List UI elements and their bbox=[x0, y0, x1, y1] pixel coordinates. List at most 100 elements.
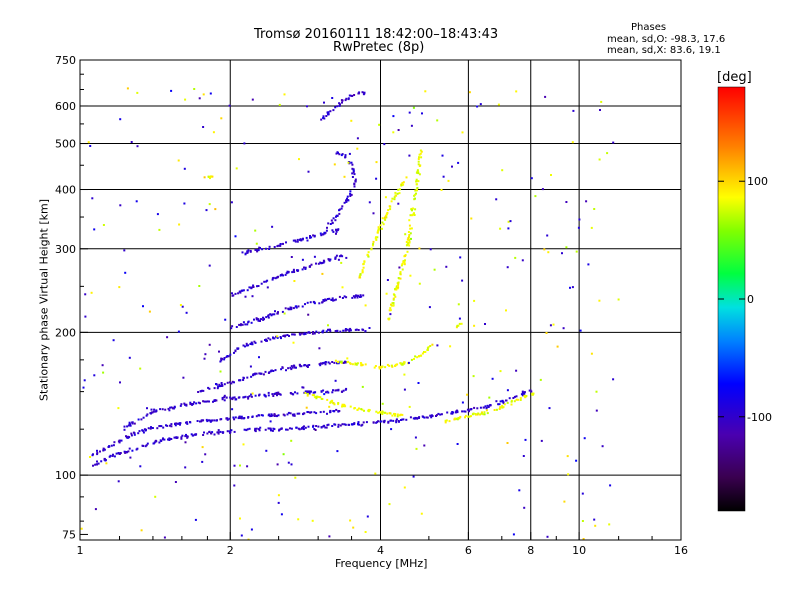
echo-point bbox=[325, 391, 327, 394]
echo-point bbox=[459, 256, 462, 259]
echo-point bbox=[230, 201, 233, 204]
echo-point bbox=[216, 387, 219, 390]
echo-point bbox=[179, 304, 182, 306]
echo-point bbox=[149, 427, 152, 430]
echo-point bbox=[292, 364, 295, 367]
echo-point bbox=[128, 423, 131, 425]
echo-point bbox=[457, 303, 460, 306]
echo-point bbox=[474, 413, 477, 415]
echo-point bbox=[166, 336, 169, 339]
echo-point bbox=[331, 229, 334, 232]
echo-point bbox=[418, 416, 421, 419]
echo-point bbox=[349, 328, 352, 331]
echo-point bbox=[515, 369, 518, 372]
echo-point bbox=[367, 255, 370, 258]
echo-point bbox=[169, 406, 172, 409]
echo-point bbox=[501, 169, 504, 172]
echo-point bbox=[209, 419, 212, 422]
echo-point bbox=[308, 265, 311, 268]
echo-point bbox=[338, 102, 341, 105]
echo-point bbox=[96, 460, 98, 463]
echo-point bbox=[273, 337, 276, 340]
echo-point bbox=[391, 302, 394, 305]
echo-point bbox=[400, 419, 402, 421]
echo-point bbox=[587, 263, 590, 266]
echo-point bbox=[575, 459, 578, 462]
echo-point bbox=[412, 213, 415, 216]
echo-point bbox=[124, 451, 127, 454]
echo-point bbox=[361, 91, 364, 94]
echo-point bbox=[277, 391, 280, 394]
echo-point bbox=[335, 232, 337, 235]
echo-point bbox=[274, 369, 277, 372]
echo-point bbox=[371, 244, 374, 247]
echo-point bbox=[464, 416, 466, 419]
echo-point bbox=[411, 209, 413, 212]
echo-point bbox=[384, 215, 387, 217]
echo-point bbox=[189, 401, 192, 404]
echo-point bbox=[385, 216, 388, 219]
echo-point bbox=[103, 448, 106, 451]
echo-point bbox=[360, 408, 363, 411]
echo-point bbox=[230, 327, 233, 330]
echo-point bbox=[302, 426, 305, 429]
echo-point bbox=[254, 430, 257, 433]
echo-point bbox=[531, 393, 534, 396]
echo-point bbox=[341, 423, 344, 426]
legend-o-stats: mean, sd,O: -98.3, 17.6 bbox=[607, 34, 726, 45]
echo-point bbox=[566, 455, 569, 458]
echo-point bbox=[223, 383, 226, 386]
echo-point bbox=[361, 385, 364, 388]
echo-point bbox=[261, 414, 264, 417]
echo-point bbox=[489, 404, 492, 406]
echo-point bbox=[250, 395, 253, 398]
echo-point bbox=[231, 380, 234, 383]
echo-point bbox=[375, 236, 378, 239]
echo-point bbox=[484, 405, 487, 408]
echo-point bbox=[252, 286, 255, 288]
echo-point bbox=[256, 250, 259, 253]
echo-point bbox=[510, 400, 513, 403]
echo-point bbox=[308, 390, 311, 393]
echo-point bbox=[225, 417, 228, 420]
echo-point bbox=[612, 141, 615, 144]
echo-point bbox=[352, 170, 355, 173]
echo-point bbox=[174, 424, 177, 427]
echo-point bbox=[390, 428, 393, 431]
echo-point bbox=[138, 430, 141, 433]
echo-point bbox=[499, 406, 502, 409]
echo-point bbox=[322, 115, 325, 118]
echo-point bbox=[184, 466, 187, 469]
echo-point bbox=[523, 392, 526, 395]
echo-point bbox=[265, 280, 268, 283]
echo-point bbox=[267, 414, 270, 417]
echo-point bbox=[304, 266, 307, 269]
x-tick-label: 8 bbox=[527, 544, 534, 557]
echo-point bbox=[170, 423, 173, 426]
echo-point bbox=[207, 386, 210, 389]
echo-point bbox=[375, 421, 378, 424]
echo-point bbox=[178, 422, 181, 425]
echo-point bbox=[352, 168, 355, 171]
echo-point bbox=[392, 298, 395, 301]
echo-point bbox=[303, 425, 305, 428]
echo-point bbox=[158, 441, 161, 444]
echo-point bbox=[327, 113, 329, 116]
echo-point bbox=[112, 339, 115, 342]
echo-point bbox=[403, 361, 406, 364]
echo-point bbox=[238, 323, 241, 326]
echo-point bbox=[234, 350, 237, 353]
echo-point bbox=[395, 194, 398, 197]
echo-point bbox=[321, 233, 324, 236]
echo-point bbox=[466, 408, 469, 411]
echo-point bbox=[155, 409, 158, 412]
x-tick-label: 16 bbox=[674, 544, 688, 557]
echo-point bbox=[264, 370, 267, 373]
echo-point bbox=[364, 304, 367, 307]
echo-point bbox=[337, 258, 340, 261]
echo-point bbox=[331, 425, 334, 427]
echo-point bbox=[123, 425, 126, 428]
echo-point bbox=[354, 328, 357, 331]
echo-point bbox=[315, 425, 318, 427]
echo-point bbox=[304, 390, 307, 393]
